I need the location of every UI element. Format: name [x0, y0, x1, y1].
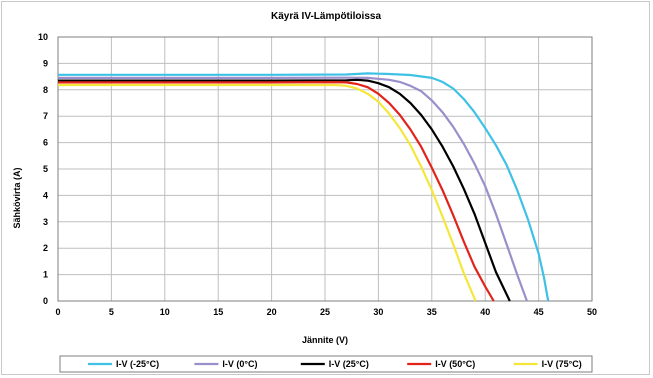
y-tick-label: 7	[43, 111, 48, 121]
y-axis-label: Sähkövirta (A)	[12, 167, 22, 228]
x-tick-label: 35	[427, 307, 437, 317]
legend-label: I-V (25°C)	[329, 359, 369, 369]
y-tick-label: 10	[38, 32, 48, 42]
x-tick-label: 30	[373, 307, 383, 317]
y-tick-label: 6	[43, 138, 48, 148]
legend: I-V (-25°C) I-V (0°C) I-V (25°C) I-V (50°C)…	[59, 355, 593, 373]
y-tick-label: 3	[43, 217, 48, 227]
legend-box	[59, 355, 593, 373]
y-tick-label: 4	[43, 190, 48, 200]
x-tick-label: 5	[109, 307, 114, 317]
series-layer	[58, 72, 550, 302]
y-tick-label: 9	[43, 58, 48, 68]
grid	[58, 37, 592, 301]
series-line	[58, 83, 477, 302]
x-tick-label: 20	[267, 307, 277, 317]
y-tick-label: 5	[43, 164, 48, 174]
x-tick-label: 0	[55, 307, 60, 317]
x-tick-label: 50	[587, 307, 597, 317]
y-tick-label: 8	[43, 85, 48, 95]
series-line	[58, 81, 495, 302]
x-tick-label: 10	[160, 307, 170, 317]
y-tick-label: 1	[43, 270, 48, 280]
chart-title: Käyrä IV-Lämpötiloissa	[271, 11, 381, 22]
x-tick-label: 45	[534, 307, 544, 317]
x-tick-label: 40	[480, 307, 490, 317]
legend-label: I-V (-25°C)	[116, 359, 159, 369]
x-axis-label: Jännite (V)	[302, 335, 348, 345]
plot-area	[57, 36, 593, 302]
x-tick-label: 15	[213, 307, 223, 317]
series-line	[58, 78, 511, 302]
x-tick-label: 25	[320, 307, 330, 317]
legend-label: I-V (50°C)	[435, 359, 475, 369]
series-line	[58, 76, 528, 302]
y-tick-label: 0	[43, 296, 48, 306]
y-tick-label: 2	[43, 243, 48, 253]
legend-label: I-V (0°C)	[222, 359, 257, 369]
series-line	[58, 72, 550, 302]
legend-label: I-V (75°C)	[542, 359, 582, 369]
